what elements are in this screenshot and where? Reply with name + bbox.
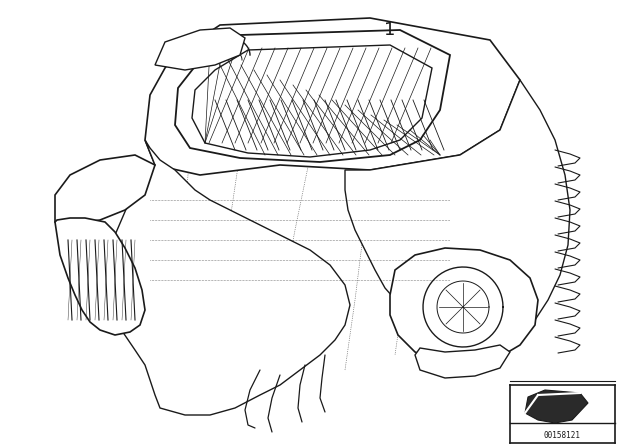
Text: 00158121: 00158121: [544, 431, 581, 440]
Polygon shape: [145, 18, 520, 175]
Polygon shape: [155, 28, 245, 70]
Polygon shape: [525, 390, 588, 423]
Polygon shape: [415, 345, 510, 378]
Polygon shape: [105, 140, 350, 415]
Polygon shape: [175, 30, 450, 162]
Text: 1: 1: [384, 21, 396, 39]
Polygon shape: [390, 248, 538, 364]
Polygon shape: [55, 218, 145, 335]
Polygon shape: [55, 155, 155, 225]
Polygon shape: [345, 80, 570, 355]
